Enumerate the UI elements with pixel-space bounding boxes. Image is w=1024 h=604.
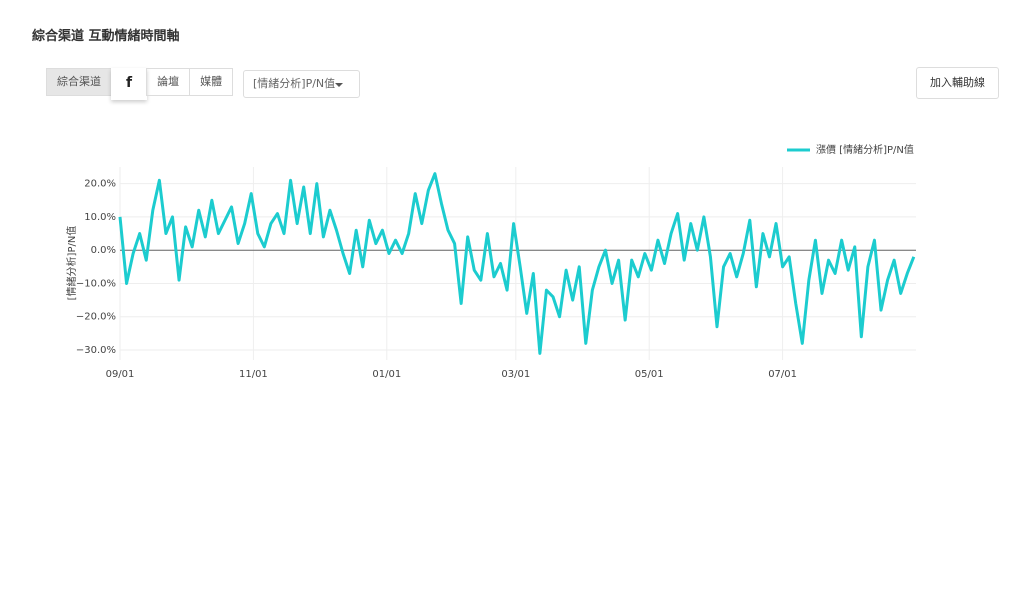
y-tick-label: −10.0% xyxy=(76,278,116,289)
tab-group: 綜合渠道 f 論壇 媒體 xyxy=(46,68,234,100)
y-axis-label: [情緒分析]P/N值 xyxy=(65,226,78,301)
y-tick-label: −30.0% xyxy=(76,345,116,356)
tab[interactable]: 媒體 xyxy=(189,68,234,96)
x-tick-label: 07/01 xyxy=(768,369,797,380)
x-tick-label: 05/01 xyxy=(635,369,664,380)
x-tick-label: 09/01 xyxy=(106,369,135,380)
y-tick-label: −20.0% xyxy=(76,312,116,323)
page-title: 綜合渠道 互動情緒時間軸 xyxy=(32,29,180,44)
x-tick-label: 01/01 xyxy=(372,369,401,380)
button[interactable]: 加入輔助線 xyxy=(916,67,999,99)
x-tick-label: 11/01 xyxy=(239,369,268,380)
x-tick-label: 03/01 xyxy=(501,369,530,380)
data-line xyxy=(118,172,916,355)
y-tick-label: 20.0% xyxy=(84,179,116,190)
legend-label: 漲價 [情緒分析]P/N值 xyxy=(816,143,914,156)
dropdown[interactable]: [情緒分析]P/N值 xyxy=(243,70,360,98)
y-tick-label: 0.0% xyxy=(91,245,116,256)
y-tick-label: 10.0% xyxy=(84,212,116,223)
